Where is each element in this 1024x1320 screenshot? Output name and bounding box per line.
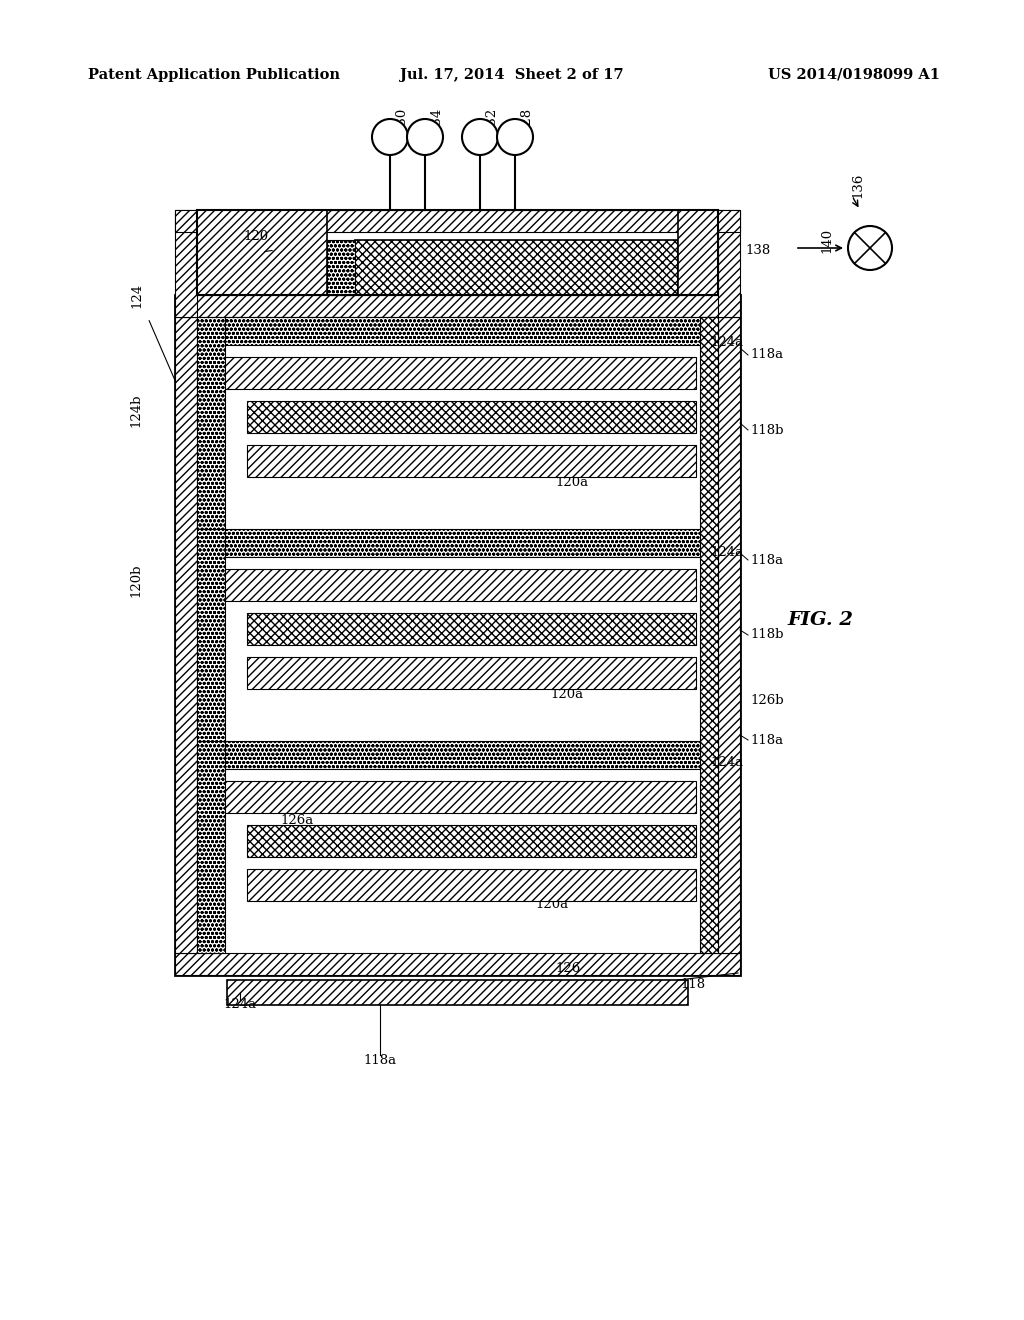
Text: 124a: 124a	[710, 545, 743, 558]
Bar	[197, 317, 225, 529]
Bar	[175, 294, 740, 317]
Text: 124a: 124a	[710, 755, 743, 768]
Text: 136: 136	[851, 173, 864, 198]
Bar	[700, 317, 718, 953]
Text: Jul. 17, 2014  Sheet 2 of 17: Jul. 17, 2014 Sheet 2 of 17	[400, 69, 624, 82]
Bar	[197, 741, 225, 953]
Circle shape	[372, 119, 408, 154]
Text: 126a: 126a	[295, 623, 329, 636]
Text: 120a: 120a	[555, 477, 588, 490]
Text: 120a: 120a	[535, 899, 568, 912]
Bar	[718, 210, 740, 317]
Text: 132: 132	[484, 107, 497, 132]
Bar	[175, 210, 197, 317]
Bar	[678, 210, 718, 294]
Bar	[247, 612, 696, 645]
Bar	[327, 240, 355, 294]
Bar	[197, 210, 327, 294]
Bar	[247, 869, 696, 902]
Text: 126a: 126a	[300, 412, 333, 425]
Bar	[227, 979, 688, 1005]
Bar	[197, 529, 225, 741]
Text: Patent Application Publication: Patent Application Publication	[88, 69, 340, 82]
Text: US 2014/0198099 A1: US 2014/0198099 A1	[768, 69, 940, 82]
Bar	[175, 317, 197, 953]
Bar	[225, 569, 696, 601]
Text: 118a: 118a	[750, 348, 783, 362]
Text: 124b: 124b	[129, 393, 142, 426]
Text: 126b: 126b	[750, 693, 783, 706]
Bar	[175, 210, 740, 232]
Text: 124: 124	[130, 282, 143, 308]
Text: 118b: 118b	[750, 424, 783, 437]
Text: 120a: 120a	[550, 689, 583, 701]
Text: FIG. 2: FIG. 2	[787, 611, 853, 630]
Text: 134: 134	[429, 107, 442, 132]
Bar	[225, 741, 718, 770]
Text: 118a: 118a	[364, 1053, 396, 1067]
Circle shape	[407, 119, 443, 154]
Bar	[355, 240, 678, 294]
Text: 118a: 118a	[750, 734, 783, 747]
Bar	[225, 529, 718, 557]
Text: 118: 118	[680, 978, 706, 991]
Text: 124a: 124a	[710, 335, 743, 348]
Text: 120: 120	[243, 230, 268, 243]
Text: 120b: 120b	[129, 564, 142, 597]
Bar	[175, 294, 740, 975]
Circle shape	[848, 226, 892, 271]
Text: 138: 138	[745, 243, 770, 256]
Bar	[197, 210, 718, 294]
Bar	[175, 953, 740, 975]
Bar	[247, 825, 696, 857]
Text: 126: 126	[555, 961, 581, 974]
Text: 118a: 118a	[750, 553, 783, 566]
Circle shape	[462, 119, 498, 154]
Text: 128: 128	[519, 107, 532, 132]
Bar	[247, 657, 696, 689]
Bar	[247, 445, 696, 477]
Circle shape	[497, 119, 534, 154]
Bar	[225, 317, 718, 345]
Bar	[225, 356, 696, 389]
Text: 140: 140	[820, 227, 833, 252]
Bar	[247, 401, 696, 433]
Bar	[225, 781, 696, 813]
Text: 130: 130	[394, 107, 407, 132]
Text: 126a: 126a	[280, 813, 313, 826]
Text: 118b: 118b	[750, 628, 783, 642]
Text: 124a: 124a	[223, 998, 257, 1011]
Bar	[718, 317, 740, 953]
